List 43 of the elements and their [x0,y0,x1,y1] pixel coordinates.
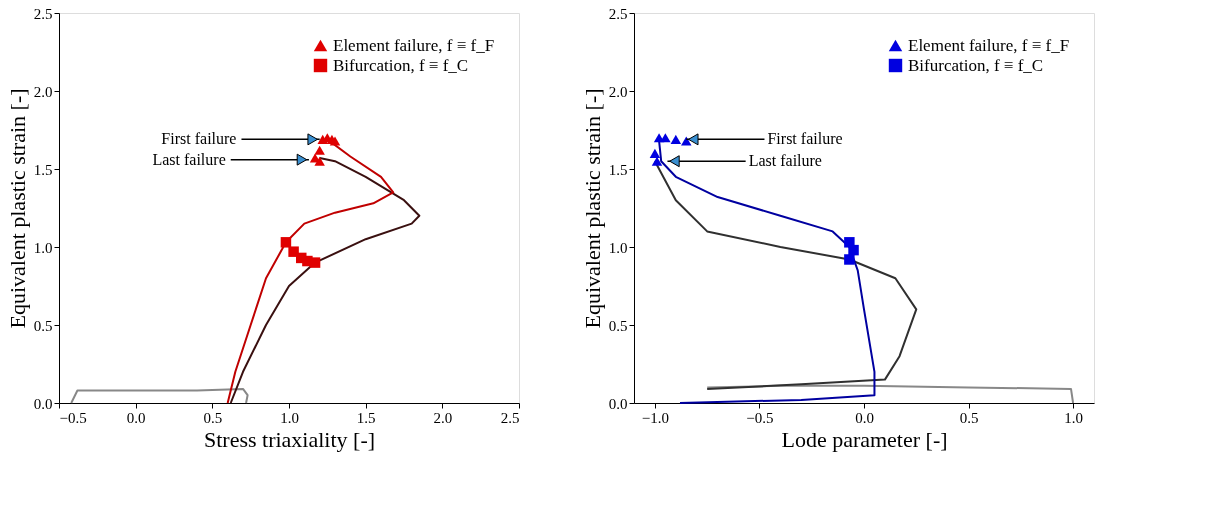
x-tick-label: 0.5 [203,409,223,426]
annotation: Last failure [748,152,822,170]
y-axis-title: Equivalent plastic strain [-] [4,88,30,329]
point [670,134,682,144]
y-tick-label: 1.5 [608,161,628,178]
y-tick-label: 1.0 [33,239,53,256]
x-tick-label: 1.0 [280,409,299,426]
y-tick-label: 0.0 [608,395,628,412]
y-axis-title: Equivalent plastic strain [-] [579,88,605,329]
y-tick-label: 2.5 [33,5,53,22]
x-tick-label: 2.5 [500,409,520,426]
annotation: First failure [767,130,843,148]
legend-label: Bifurcation, f ≡ f_C [333,55,469,75]
line-series [706,384,1075,404]
line-series [70,387,249,404]
y-tick-label: 2.5 [608,5,628,22]
legend-label: Element failure, f ≡ f_F [333,35,495,55]
point [649,148,661,158]
y-tick-label: 1.5 [33,161,53,178]
x-tick-label: 2.0 [433,409,453,426]
x-tick-label: 0.0 [126,409,146,426]
y-tick-label: 2.0 [33,83,53,100]
y-tick-label: 0.0 [33,395,53,412]
legend-label: Element failure, f ≡ f_F [908,35,1070,55]
x-tick-label: −1.0 [641,409,670,426]
y-tick-label: 0.5 [33,317,53,334]
x-tick-label: 1.5 [356,409,376,426]
y-tick-label: 2.0 [608,83,628,100]
x-tick-label: 0.0 [855,409,874,426]
x-tick-label: 0.5 [959,409,979,426]
annotation: Last failure [152,150,226,168]
y-tick-label: 0.5 [608,317,628,334]
x-axis-title: Lode parameter [-] [781,426,948,452]
x-axis-title: Stress triaxiality [-] [203,426,376,452]
x-tick-label: 1.0 [1064,409,1083,426]
point [844,254,855,265]
x-tick-label: −0.5 [746,409,774,426]
legend-label: Bifurcation, f ≡ f_C [908,55,1044,75]
annotation: First failure [161,130,237,148]
x-tick-label: −0.5 [59,409,87,426]
point [848,244,859,256]
point [660,133,671,143]
y-tick-label: 1.0 [608,239,628,256]
